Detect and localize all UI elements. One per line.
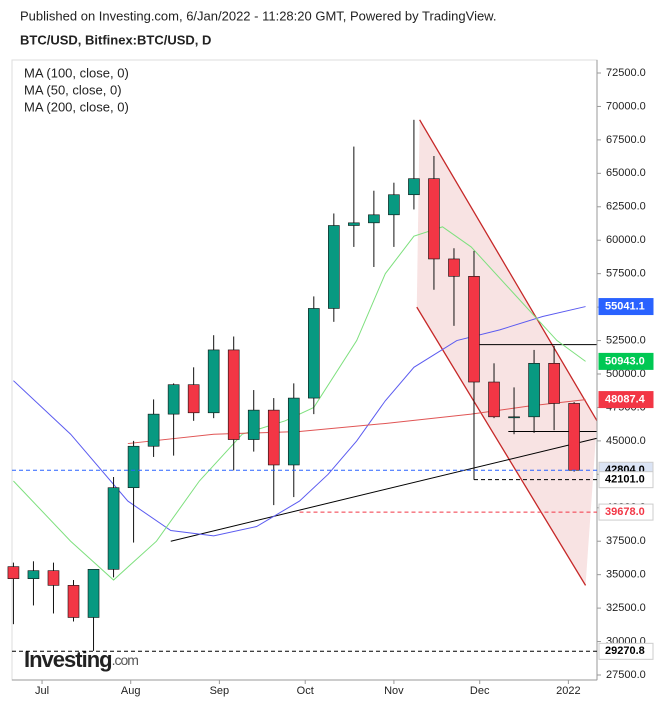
x-tick-label: Sep <box>210 685 230 697</box>
candle-body <box>47 570 60 586</box>
channel-line <box>419 119 598 422</box>
candle-body <box>87 569 100 618</box>
y-tick-label: 27500.0 <box>606 669 646 681</box>
legend-entry: MA (50, close, 0) <box>24 82 122 97</box>
y-tick-label: 37500.0 <box>606 535 646 547</box>
candle-body <box>207 349 220 414</box>
price-label: 42101.0 <box>605 474 645 486</box>
chart-title: BTC/USD, Bitfinex:BTC/USD, D <box>20 32 211 47</box>
channel-fill <box>416 119 597 586</box>
candle-body <box>307 308 320 399</box>
plot <box>7 119 598 651</box>
candle-body <box>328 225 340 309</box>
channel-line <box>416 306 587 586</box>
y-tick-label: 35000.0 <box>606 569 646 581</box>
header: Published on Investing.com, 6/Jan/2022 -… <box>20 8 496 23</box>
candle-body <box>227 349 240 440</box>
candle-body <box>67 585 80 618</box>
price-label: 48087.4 <box>605 393 646 405</box>
candle-body <box>468 276 480 383</box>
y-tick-label: 50000.0 <box>606 368 646 380</box>
candle-body <box>388 194 400 216</box>
price-label: 39678.0 <box>605 506 645 518</box>
x-tick-label: Jul <box>35 685 49 697</box>
candle-body <box>147 413 160 447</box>
price-label: 29270.8 <box>605 645 645 657</box>
price-label-box <box>598 352 654 370</box>
price-label-box <box>598 471 654 489</box>
candle-body <box>508 416 520 419</box>
candle-body <box>408 178 420 196</box>
candle-body <box>548 362 560 404</box>
candle-body <box>7 566 20 579</box>
price-label-box <box>598 642 654 660</box>
y-tick-label: 45000.0 <box>606 435 646 447</box>
candle-body <box>127 445 140 489</box>
y-tick-label: 62500.0 <box>606 201 646 213</box>
price-label: 50943.0 <box>605 355 645 367</box>
y-tick-label: 57500.0 <box>606 268 646 280</box>
y-tick-label: 67500.0 <box>606 134 646 146</box>
candle-body <box>107 487 120 570</box>
candle-body <box>568 403 580 471</box>
candle-body <box>448 258 460 277</box>
candle-body <box>488 381 500 418</box>
y-tick-label: 52500.0 <box>606 334 646 346</box>
x-tick-label: Oct <box>297 685 314 697</box>
legend-entry: MA (100, close, 0) <box>24 65 129 80</box>
candle-body <box>187 384 200 414</box>
x-tick-label: Nov <box>384 685 404 697</box>
candle-body <box>348 222 360 226</box>
x-tick-label: Aug <box>121 685 141 697</box>
y-tick-label: 72500.0 <box>606 67 646 79</box>
price-label-box <box>598 298 654 316</box>
price-label-box <box>598 503 654 521</box>
ma-line <box>13 306 586 537</box>
y-tick-label: 65000.0 <box>606 167 646 179</box>
ma-line <box>13 226 586 581</box>
candle-body <box>428 178 440 260</box>
y-tick-label: 32500.0 <box>606 602 646 614</box>
candle-body <box>528 362 540 418</box>
x-tick-label: 2022 <box>556 685 580 697</box>
logo: Investing.com <box>24 647 138 672</box>
candle-body <box>27 570 40 579</box>
y-tick-label: 70000.0 <box>606 100 646 112</box>
candle-body <box>287 397 300 466</box>
candle-body <box>247 409 260 440</box>
candle-body <box>368 214 380 224</box>
price-label: 55041.1 <box>605 300 645 312</box>
candle-body <box>167 384 180 415</box>
candle-body <box>267 409 280 466</box>
x-tick-label: Dec <box>470 685 490 697</box>
trend-line <box>170 437 598 542</box>
price-label-box <box>598 391 654 409</box>
legend-entry: MA (200, close, 0) <box>24 99 129 114</box>
y-tick-label: 60000.0 <box>606 234 646 246</box>
